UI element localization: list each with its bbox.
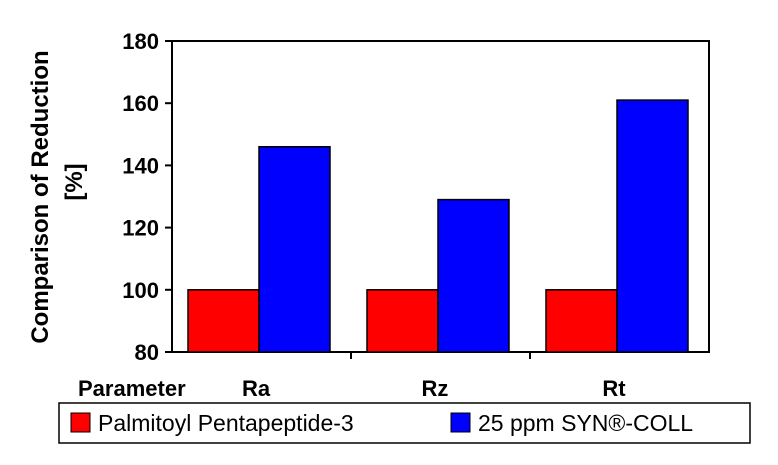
legend: Palmitoyl Pentapeptide-3 25 ppm SYN®-COL…: [58, 402, 751, 444]
x-category-label-ra: Ra: [242, 376, 271, 401]
x-axis-title: Parameter: [78, 376, 186, 401]
legend-label-syn-coll: 25 ppm SYN®-COLL: [478, 410, 693, 436]
bar-rz-series-0: [366, 289, 439, 353]
bar-series: [187, 99, 689, 353]
bar-ra-series-0: [187, 289, 260, 353]
y-tick-label: 140: [122, 153, 159, 178]
x-category-label-rt: Rt: [602, 376, 626, 401]
y-tick-label: 120: [122, 216, 159, 241]
y-axis-title-line1: Comparison of Reduction: [27, 50, 54, 343]
y-tick-label: 180: [122, 29, 159, 54]
bar-rz-series-1: [437, 198, 510, 353]
bar-ra-series-1: [258, 145, 331, 353]
y-tick-label: 100: [122, 278, 159, 303]
x-axis-labels: Ra Rz Rt: [242, 352, 626, 401]
legend-swatch-syn-coll: [450, 412, 471, 433]
y-tick-label: 80: [135, 340, 159, 365]
legend-label-palmitoyl: Palmitoyl Pentapeptide-3: [98, 410, 354, 436]
x-category-label-rz: Rz: [422, 376, 449, 401]
bar-rt-series-1: [616, 99, 689, 353]
y-axis-ticks: 80 100 120 140 160 180: [122, 29, 172, 365]
y-tick-label: 160: [122, 91, 159, 116]
y-axis-title-line2: [%]: [61, 163, 88, 200]
legend-box: [58, 402, 751, 444]
legend-swatch-palmitoyl: [70, 412, 91, 433]
bar-rt-series-0: [545, 289, 618, 353]
